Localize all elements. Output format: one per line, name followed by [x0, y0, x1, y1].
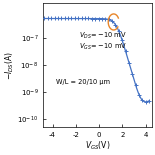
Y-axis label: $-I_{DS}$(A): $-I_{DS}$(A) [3, 51, 16, 80]
X-axis label: $V_{GS}$(V): $V_{GS}$(V) [85, 139, 110, 152]
Text: W/L = 20/10 μm: W/L = 20/10 μm [56, 79, 110, 85]
Text: $V_{GS}$= −10 mV: $V_{GS}$= −10 mV [79, 42, 127, 52]
Text: $V_{DS}$= −10 mV: $V_{DS}$= −10 mV [79, 31, 127, 41]
